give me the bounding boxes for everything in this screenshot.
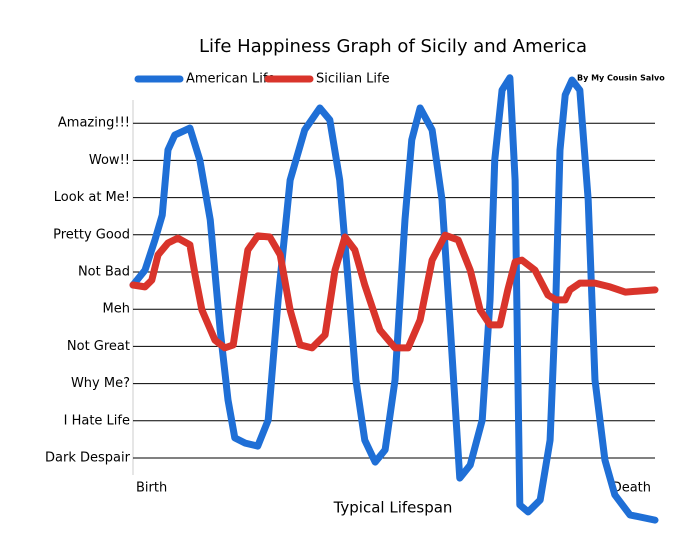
y-tick-label: Look at Me! <box>54 190 130 205</box>
x-axis-label: Typical Lifespan <box>333 499 453 517</box>
y-tick-label: Wow!! <box>89 153 130 168</box>
annotation: By My Cousin Salvo <box>577 74 665 83</box>
x-tick-label: Death <box>612 481 651 496</box>
legend-label: Sicilian Life <box>316 72 390 87</box>
y-tick-label: Not Great <box>67 339 130 354</box>
series-line <box>129 231 659 352</box>
y-tick-label: Not Bad <box>78 265 130 280</box>
legend-label: American Life <box>186 72 275 87</box>
chart-title: Life Happiness Graph of Sicily and Ameri… <box>199 36 587 57</box>
x-tick-label: Birth <box>136 481 167 496</box>
y-tick-label: Pretty Good <box>53 227 130 242</box>
y-tick-label: Meh <box>103 302 130 317</box>
y-tick-label: I Hate Life <box>64 413 130 428</box>
y-tick-label: Why Me? <box>71 376 130 391</box>
y-tick-label: Amazing!!! <box>58 116 130 131</box>
series-line <box>129 74 659 524</box>
y-tick-label: Dark Despair <box>45 451 131 466</box>
